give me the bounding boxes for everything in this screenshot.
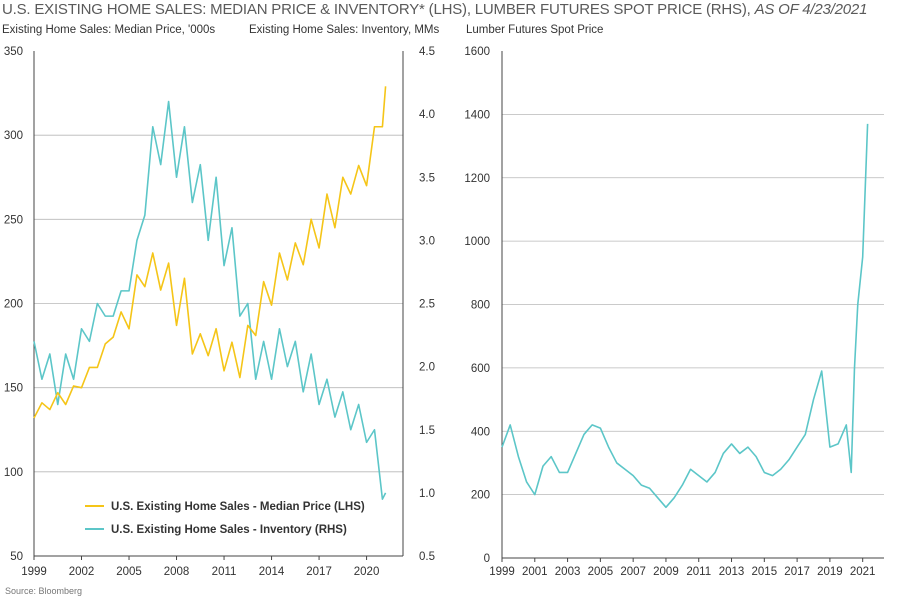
lumber-x-tick-label: 2013: [719, 566, 745, 578]
left-y-tick-label: 350: [4, 46, 23, 58]
lumber-x-tick-label: 2019: [817, 566, 843, 578]
lumber-x-tick-label: 2011: [686, 566, 711, 578]
as-of-date: AS OF 4/23/2021: [754, 1, 868, 18]
right-y-tick-label: 0.5: [419, 551, 435, 563]
lumber-y-tick-label: 0: [484, 553, 490, 565]
lumber-y-tick-label: 800: [471, 300, 490, 312]
legend-label-price: U.S. Existing Home Sales - Median Price …: [111, 501, 365, 513]
left-y-tick-label: 150: [4, 383, 23, 395]
lumber-series-line: [501, 123, 869, 509]
right-y-tick-label: 2.0: [419, 362, 435, 374]
right-y-tick-label: 3.5: [419, 172, 435, 184]
lumber-y-tick-label: 1200: [464, 173, 490, 185]
x-tick-label: 2014: [259, 566, 285, 578]
lumber-x-tick-label: 1999: [489, 566, 515, 578]
inventory-series-line: [33, 100, 387, 500]
x-tick-label: 2020: [354, 566, 380, 578]
right-axis-title: Existing Home Sales: Inventory, MMs: [249, 24, 440, 36]
chart-title: U.S. EXISTING HOME SALES: MEDIAN PRICE &…: [2, 1, 868, 18]
lumber-y-tick-label: 400: [471, 426, 490, 438]
lumber-y-tick-label: 200: [471, 490, 490, 502]
right-y-tick-label: 4.0: [419, 109, 435, 121]
lumber-y-tick-label: 1600: [464, 46, 490, 58]
lumber-x-tick-label: 2005: [588, 566, 614, 578]
right-y-tick-label: 3.0: [419, 235, 435, 247]
lumber-y-tick-label: 600: [471, 363, 490, 375]
right-y-tick-label: 4.5: [419, 46, 435, 58]
right-y-tick-label: 2.5: [419, 299, 435, 311]
lumber-y-tick-label: 1400: [464, 109, 490, 121]
left-y-tick-label: 300: [4, 130, 23, 142]
lumber-x-tick-label: 2009: [653, 566, 679, 578]
x-tick-label: 2008: [164, 566, 190, 578]
right-y-tick-label: 1.0: [419, 488, 435, 500]
lumber-x-tick-label: 2007: [620, 566, 646, 578]
x-tick-label: 2002: [69, 566, 95, 578]
legend-label-inventory: U.S. Existing Home Sales - Inventory (RH…: [111, 524, 347, 536]
x-tick-label: 2011: [212, 566, 237, 578]
lumber-x-tick-label: 2015: [752, 566, 778, 578]
left-axis-title: Existing Home Sales: Median Price, '000s: [2, 24, 216, 36]
left-y-tick-label: 50: [10, 551, 23, 563]
left-y-tick-label: 100: [4, 467, 23, 479]
left-y-tick-label: 200: [4, 299, 23, 311]
x-tick-label: 2017: [306, 566, 332, 578]
lumber-x-tick-label: 2017: [784, 566, 810, 578]
right-y-tick-label: 1.5: [419, 425, 435, 437]
lumber-x-tick-label: 2021: [850, 566, 876, 578]
lumber-x-tick-label: 2003: [555, 566, 581, 578]
source-note: Source: Bloomberg: [5, 586, 83, 596]
left-y-tick-label: 250: [4, 214, 23, 226]
lumber-y-tick-label: 1000: [464, 236, 490, 248]
x-tick-label: 2005: [116, 566, 142, 578]
median-price-series-line: [33, 86, 387, 419]
lumber-axis-title: Lumber Futures Spot Price: [466, 24, 604, 36]
x-tick-label: 1999: [21, 566, 47, 578]
lumber-x-tick-label: 2001: [522, 566, 548, 578]
